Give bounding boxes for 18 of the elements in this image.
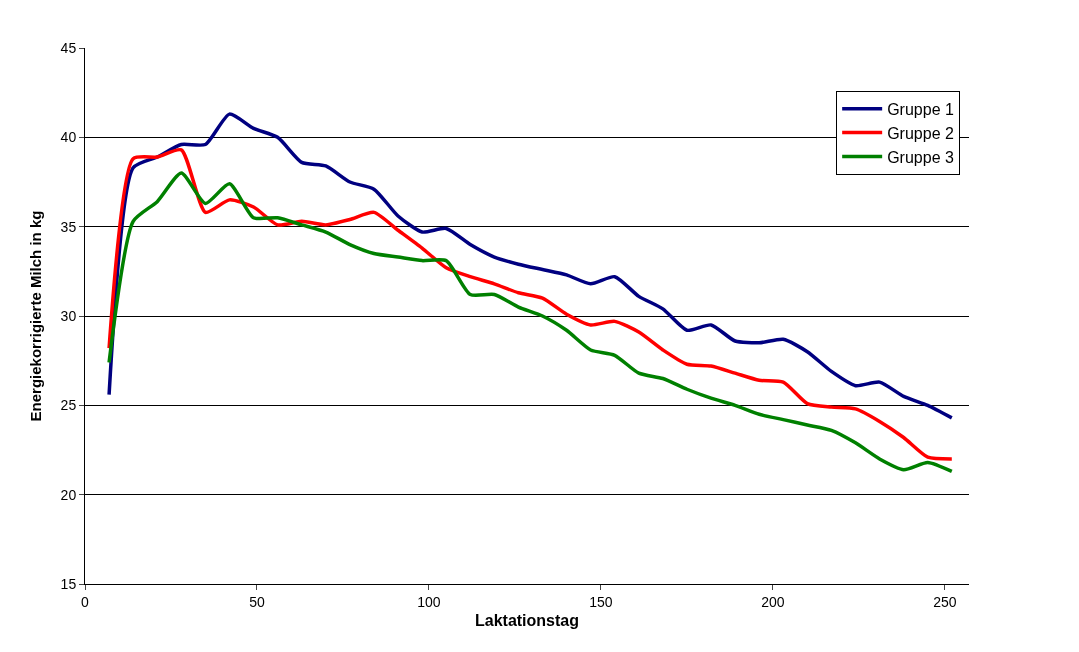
x-tick-label: 100 (417, 593, 441, 610)
x-axis-title: Laktationstag (474, 612, 580, 630)
y-tick-label: 20 (60, 486, 77, 503)
legend-label: Gruppe 3 (887, 148, 954, 166)
x-tick-label: 250 (933, 593, 957, 610)
x-tick-label: 0 (81, 593, 90, 610)
x-tick-label: 50 (249, 593, 265, 610)
y-tick-label: 40 (60, 129, 77, 146)
y-tick-label: 25 (60, 397, 77, 414)
legend-label: Gruppe 2 (887, 124, 954, 142)
legend-label: Gruppe 1 (887, 101, 954, 119)
y-tick-label: 35 (60, 218, 77, 235)
x-tick-label: 150 (589, 593, 613, 610)
y-tick-label: 15 (60, 575, 77, 592)
y-axis-title: Energiekorrigierte Milch in kg (26, 210, 44, 422)
y-tick-label: 30 (60, 307, 77, 324)
y-tick-label: 45 (60, 39, 77, 56)
x-tick-label: 200 (761, 593, 785, 610)
